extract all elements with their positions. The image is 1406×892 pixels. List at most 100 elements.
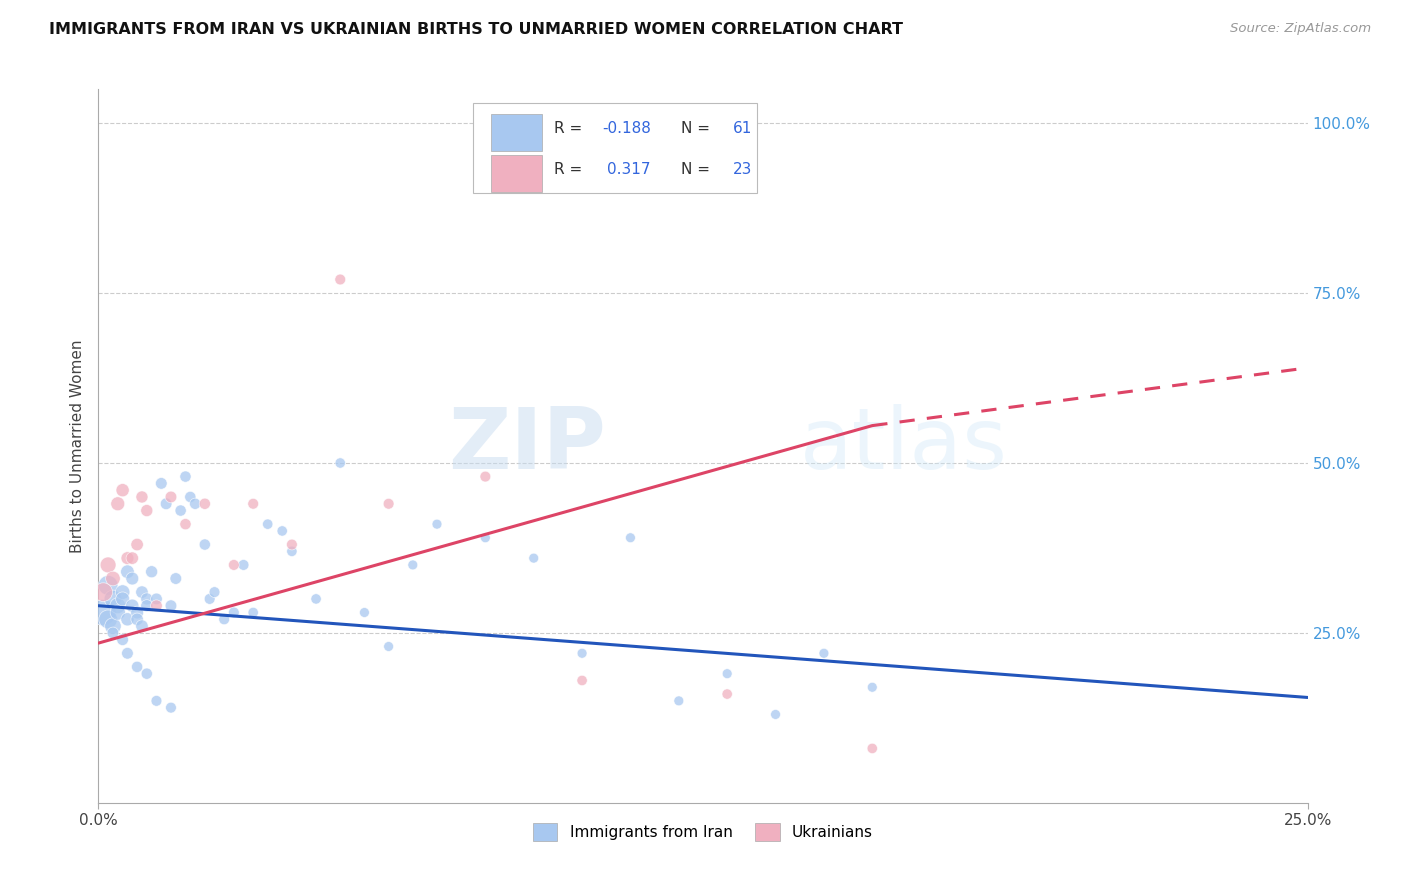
Point: [222, 606, 245, 620]
Point: [101, 626, 124, 640]
Point: [127, 537, 149, 551]
Point: [117, 646, 139, 660]
Point: [271, 524, 294, 538]
Point: [107, 497, 129, 511]
Point: [111, 585, 134, 599]
Point: [281, 544, 304, 558]
Point: [131, 619, 153, 633]
FancyBboxPatch shape: [492, 155, 543, 193]
Point: [232, 558, 254, 572]
Text: ZIP: ZIP: [449, 404, 606, 488]
Point: [155, 497, 177, 511]
Point: [97, 558, 120, 572]
Text: N =: N =: [682, 161, 716, 177]
Point: [212, 612, 235, 626]
Point: [165, 572, 187, 586]
Point: [860, 741, 883, 756]
Point: [111, 483, 134, 498]
Point: [145, 694, 167, 708]
Point: [127, 612, 149, 626]
Point: [198, 591, 221, 606]
Point: [145, 591, 167, 606]
Point: [813, 646, 835, 660]
Point: [169, 503, 191, 517]
Point: [474, 531, 496, 545]
Point: [860, 680, 883, 694]
Point: [571, 646, 593, 660]
Point: [571, 673, 593, 688]
Point: [668, 694, 690, 708]
Point: [426, 517, 449, 532]
Point: [107, 606, 129, 620]
Text: 61: 61: [734, 120, 752, 136]
Point: [716, 687, 738, 701]
Point: [135, 591, 157, 606]
Point: [474, 469, 496, 483]
Text: Source: ZipAtlas.com: Source: ZipAtlas.com: [1230, 22, 1371, 36]
FancyBboxPatch shape: [474, 103, 758, 193]
Point: [121, 572, 143, 586]
Point: [117, 612, 139, 626]
Point: [135, 666, 157, 681]
Point: [194, 497, 217, 511]
Point: [523, 551, 546, 566]
Point: [619, 531, 641, 545]
Point: [127, 660, 149, 674]
Point: [204, 585, 226, 599]
Point: [222, 558, 245, 572]
Point: [141, 565, 163, 579]
Point: [160, 490, 183, 504]
Point: [127, 606, 149, 620]
Point: [174, 469, 197, 483]
Point: [91, 585, 114, 599]
Text: R =: R =: [554, 120, 588, 136]
Y-axis label: Births to Unmarried Women: Births to Unmarried Women: [69, 339, 84, 553]
Point: [131, 490, 153, 504]
Legend: Immigrants from Iran, Ukrainians: Immigrants from Iran, Ukrainians: [526, 816, 880, 848]
Point: [101, 619, 124, 633]
Point: [117, 565, 139, 579]
Text: IMMIGRANTS FROM IRAN VS UKRAINIAN BIRTHS TO UNMARRIED WOMEN CORRELATION CHART: IMMIGRANTS FROM IRAN VS UKRAINIAN BIRTHS…: [49, 22, 903, 37]
Point: [111, 632, 134, 647]
Point: [160, 599, 183, 613]
Point: [305, 591, 328, 606]
Point: [160, 700, 183, 714]
Point: [256, 517, 278, 532]
Point: [329, 456, 352, 470]
FancyBboxPatch shape: [492, 114, 543, 152]
Point: [117, 551, 139, 566]
Point: [97, 612, 120, 626]
Point: [194, 537, 217, 551]
Text: N =: N =: [682, 120, 716, 136]
Point: [765, 707, 787, 722]
Point: [402, 558, 425, 572]
Point: [329, 272, 352, 286]
Point: [121, 551, 143, 566]
Point: [135, 503, 157, 517]
Text: 23: 23: [734, 161, 752, 177]
Point: [145, 599, 167, 613]
Point: [101, 591, 124, 606]
Text: -0.188: -0.188: [603, 120, 651, 136]
Point: [131, 585, 153, 599]
Point: [353, 606, 375, 620]
Point: [107, 599, 129, 613]
Point: [121, 599, 143, 613]
Point: [716, 666, 738, 681]
Point: [150, 476, 173, 491]
Point: [179, 490, 201, 504]
Point: [242, 606, 264, 620]
Point: [101, 572, 124, 586]
Point: [97, 578, 120, 592]
Text: 0.317: 0.317: [607, 161, 651, 177]
Point: [281, 537, 304, 551]
Point: [242, 497, 264, 511]
Text: R =: R =: [554, 161, 592, 177]
Text: atlas: atlas: [800, 404, 1008, 488]
Point: [135, 599, 157, 613]
Point: [91, 606, 114, 620]
Point: [377, 497, 399, 511]
Point: [184, 497, 207, 511]
Point: [174, 517, 197, 532]
Point: [377, 640, 399, 654]
